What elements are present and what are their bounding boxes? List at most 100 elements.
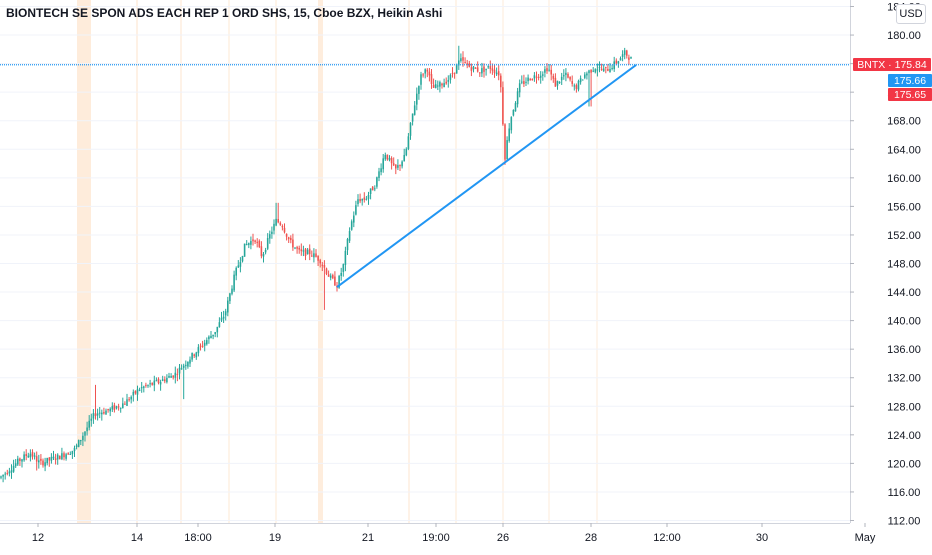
- candle-body: [126, 399, 128, 406]
- candle-body: [363, 197, 366, 200]
- candle-body: [98, 412, 101, 414]
- y-tick-label: 128.00: [887, 401, 921, 413]
- candle-body: [476, 67, 479, 72]
- candle-body: [325, 268, 328, 274]
- candle-body: [17, 458, 19, 465]
- candle-body: [208, 336, 210, 340]
- currency-button[interactable]: USD: [896, 4, 926, 24]
- y-tick-label: 144.00: [887, 287, 921, 299]
- trendline[interactable]: [336, 64, 637, 288]
- x-tick-label: 30: [756, 532, 768, 544]
- y-tick-label: 168.00: [887, 116, 921, 128]
- candle-body: [19, 458, 21, 461]
- candle-body: [248, 243, 250, 245]
- candle-body: [460, 58, 462, 61]
- candle-body: [605, 66, 607, 68]
- candle-body: [533, 75, 536, 79]
- time-axis[interactable]: [0, 523, 850, 550]
- candle-body: [44, 462, 46, 467]
- candle-body: [598, 67, 601, 69]
- candle-body: [479, 72, 481, 74]
- candle-body: [140, 387, 143, 389]
- candle-body: [527, 77, 529, 82]
- candle-body: [397, 165, 399, 168]
- session-band: [77, 0, 91, 523]
- candle-body: [264, 249, 267, 253]
- candle-body: [290, 237, 292, 241]
- candle-body: [132, 391, 135, 396]
- candle-body: [420, 74, 422, 85]
- y-tick-label: 120.00: [887, 458, 921, 470]
- candle-body: [25, 454, 27, 457]
- candle-body: [327, 274, 330, 277]
- price-tag-label: 175.66: [894, 75, 926, 87]
- candle-body: [245, 244, 248, 246]
- candle-body: [392, 163, 395, 166]
- candle-body: [193, 354, 195, 356]
- candle-body: [40, 458, 42, 461]
- candle-body: [332, 275, 334, 279]
- candle-body: [544, 69, 546, 73]
- candle-body: [602, 68, 605, 72]
- candle-body: [558, 81, 561, 83]
- candle-body: [149, 383, 151, 385]
- candle-body: [12, 465, 15, 472]
- candle-body: [159, 381, 162, 385]
- candle-body: [586, 73, 588, 76]
- candle-body: [449, 74, 452, 80]
- candle-body: [464, 62, 466, 64]
- x-tick-label: 14: [131, 532, 143, 544]
- candle-body: [342, 264, 345, 272]
- candle-body: [357, 199, 359, 204]
- candle-body: [338, 275, 340, 288]
- candle-body: [487, 66, 489, 68]
- candle-body: [422, 74, 424, 76]
- candle-body: [56, 454, 59, 460]
- candle-body: [6, 473, 9, 475]
- candle-body: [229, 293, 231, 302]
- candle-body: [287, 237, 290, 240]
- candle-body: [390, 158, 393, 164]
- candle-body: [565, 72, 567, 75]
- candle-body: [413, 105, 416, 115]
- candle-body: [294, 247, 296, 249]
- candle-body: [384, 155, 387, 160]
- candle-body: [506, 140, 508, 160]
- candle-body: [206, 340, 208, 345]
- candle-body: [164, 379, 166, 382]
- candle-body: [134, 390, 137, 394]
- candle-body: [2, 474, 4, 477]
- candle-body: [285, 233, 288, 237]
- candle-body: [92, 413, 95, 419]
- session-band: [548, 0, 550, 523]
- candle-body: [556, 80, 559, 86]
- candle-body: [321, 264, 324, 266]
- candle-body: [214, 332, 216, 334]
- candle-body: [371, 186, 374, 191]
- candle-body: [243, 243, 246, 257]
- candle-body: [575, 85, 578, 89]
- candle-body: [386, 154, 389, 160]
- session-band: [275, 0, 277, 523]
- candle-body: [462, 57, 464, 61]
- candle-body: [304, 248, 307, 256]
- candle-body: [346, 239, 349, 251]
- candle-body: [374, 188, 376, 190]
- candle-body: [113, 404, 116, 410]
- candle-body: [416, 93, 418, 105]
- candle-body: [367, 194, 370, 199]
- candle-body: [546, 68, 548, 72]
- candle-body: [447, 79, 450, 82]
- candle-body: [109, 408, 111, 412]
- candle-body: [474, 67, 477, 69]
- candle-body: [621, 54, 624, 57]
- candle-body: [426, 69, 429, 72]
- candle-body: [313, 253, 315, 258]
- y-tick-label: 116.00: [888, 487, 921, 499]
- chart-title: BIONTECH SE SPON ADS EACH REP 1 ORD SHS,…: [6, 6, 443, 20]
- y-tick-label: 136.00: [887, 344, 921, 356]
- candle-body: [189, 359, 191, 364]
- candle-body: [107, 408, 109, 411]
